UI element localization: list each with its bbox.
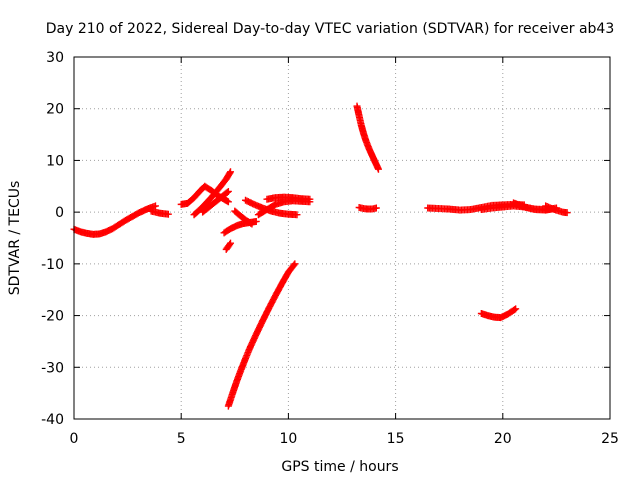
y-tick-label: -40 bbox=[41, 412, 64, 428]
x-tick-label: 20 bbox=[494, 431, 512, 447]
x-tick-label: 5 bbox=[177, 431, 186, 447]
data-point bbox=[563, 209, 571, 217]
x-tick-label: 10 bbox=[279, 431, 297, 447]
data-point bbox=[226, 240, 234, 248]
y-tick-label: -30 bbox=[41, 360, 64, 376]
y-axis-label: SDTVAR / TECUs bbox=[7, 181, 23, 296]
grid-lines bbox=[74, 57, 610, 419]
data-point bbox=[374, 165, 382, 173]
data-point bbox=[227, 168, 235, 176]
data-point bbox=[372, 204, 380, 212]
x-tick-label: 25 bbox=[601, 431, 619, 447]
data-point bbox=[252, 217, 260, 225]
data-point bbox=[248, 220, 256, 228]
data-point bbox=[512, 305, 520, 313]
y-tick-label: 30 bbox=[46, 50, 64, 66]
y-tick-label: 0 bbox=[55, 205, 64, 221]
x-tick-label: 15 bbox=[387, 431, 405, 447]
data-points bbox=[70, 102, 571, 410]
plot-frame bbox=[73, 56, 611, 420]
data-point bbox=[223, 188, 231, 196]
chart-title: Day 210 of 2022, Sidereal Day-to-day VTE… bbox=[46, 21, 615, 37]
y-ticks: 30 20 10 0 -10 -20 -30 -40 bbox=[41, 50, 610, 428]
y-tick-label: 20 bbox=[46, 102, 64, 118]
data-point bbox=[227, 239, 235, 247]
data-point bbox=[247, 219, 255, 227]
data-point bbox=[293, 211, 301, 219]
y-tick-label: -20 bbox=[41, 309, 64, 325]
x-tick-label: 0 bbox=[70, 431, 79, 447]
data-point bbox=[306, 195, 314, 203]
y-tick-label: 10 bbox=[46, 153, 64, 169]
data-point bbox=[151, 202, 159, 210]
data-point bbox=[511, 306, 519, 314]
data-point bbox=[224, 198, 232, 206]
data-point bbox=[164, 210, 172, 218]
x-axis-label: GPS time / hours bbox=[281, 459, 398, 475]
y-tick-label: -10 bbox=[41, 257, 64, 273]
data-point bbox=[226, 169, 234, 177]
data-point bbox=[291, 260, 299, 268]
x-ticks: 0 5 10 15 20 25 bbox=[70, 57, 619, 447]
data-point bbox=[290, 261, 298, 269]
data-point bbox=[224, 187, 232, 195]
